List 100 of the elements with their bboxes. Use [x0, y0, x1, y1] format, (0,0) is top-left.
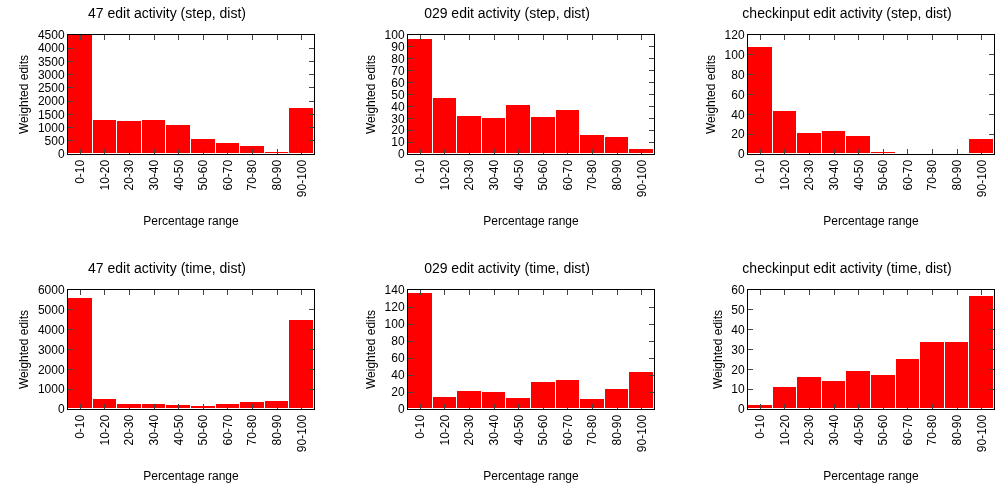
y-tick-label: 40: [731, 322, 745, 337]
x-tick-label: 0-10: [413, 159, 428, 184]
y-tick-label: 80: [731, 67, 745, 82]
x-tick-label: 70-80: [925, 414, 940, 446]
y-tick-label: 30: [731, 342, 745, 357]
y-tick-label: 40: [731, 107, 745, 122]
x-axis-title: Percentage range: [823, 214, 920, 229]
y-tick-label: 2000: [37, 362, 65, 377]
x-tick-label: 90-100: [974, 414, 989, 453]
x-tick-label: 80-90: [270, 159, 284, 191]
y-tick-label: 0: [57, 147, 65, 162]
y-tick-label: 0: [737, 147, 745, 162]
y-tick-label: 3000: [37, 342, 65, 357]
x-tick-label: 70-80: [585, 159, 600, 191]
y-axis-title: Weighted edits: [17, 54, 32, 135]
y-axis-title: Weighted edits: [363, 54, 378, 135]
chart-title: 029 edit activity (time, dist): [424, 259, 590, 276]
x-tick-label: 80-90: [270, 414, 284, 446]
x-axis-title: Percentage range: [143, 469, 240, 484]
x-tick-label: 0-10: [73, 414, 88, 439]
x-tick-label: 20-30: [462, 159, 477, 191]
x-tick-label: 40-50: [511, 159, 526, 191]
y-tick-label: 1500: [37, 107, 65, 122]
x-axis-title: Percentage range: [823, 469, 920, 484]
x-tick-label: 40-50: [851, 159, 866, 191]
y-tick-label: 4500: [37, 28, 65, 43]
y-tick-label: 30: [391, 111, 405, 126]
x-tick-label: 60-70: [220, 159, 235, 191]
y-tick-label: 0: [397, 147, 405, 162]
x-tick-label: 20-30: [122, 159, 137, 191]
x-tick-label: 10-20: [437, 414, 452, 446]
y-tick-label: 1000: [37, 382, 65, 397]
chart-title: 47 edit activity (time, dist): [88, 259, 246, 276]
chart-title: 47 edit activity (step, dist): [88, 4, 246, 21]
y-tick-label: 10: [731, 382, 745, 397]
y-axis-title: Weighted edits: [703, 54, 718, 135]
x-tick-label: 30-40: [827, 414, 841, 446]
y-tick-label: 40: [391, 99, 405, 114]
y-tick-label: 80: [391, 334, 405, 349]
y-tick-label: 20: [391, 385, 405, 400]
x-tick-label: 50-60: [196, 159, 211, 191]
x-tick-label: 80-90: [950, 159, 964, 191]
y-tick-label: 1000: [37, 120, 65, 135]
chart-title: 029 edit activity (step, dist): [424, 4, 590, 21]
y-tick-label: 140: [384, 283, 405, 298]
x-tick-label: 10-20: [777, 414, 792, 446]
y-tick-label: 3000: [37, 67, 65, 82]
y-tick-label: 2000: [37, 94, 65, 109]
x-tick-label: 0-10: [753, 159, 768, 184]
x-tick-label: 50-60: [536, 159, 551, 191]
y-tick-label: 50: [731, 303, 745, 318]
y-tick-label: 5000: [37, 303, 65, 318]
y-tick-label: 6000: [37, 283, 65, 298]
x-tick-label: 90-100: [634, 159, 649, 198]
x-tick-label: 0-10: [753, 414, 768, 439]
y-tick-label: 100: [384, 28, 405, 43]
x-tick-label: 60-70: [900, 159, 915, 191]
x-tick-label: 30-40: [487, 414, 501, 446]
y-tick-label: 20: [391, 123, 405, 138]
x-tick-label: 20-30: [802, 159, 817, 191]
y-tick-label: 60: [731, 87, 745, 102]
x-tick-label: 20-30: [802, 414, 817, 446]
x-axis-title: Percentage range: [483, 469, 580, 484]
y-axis-title: Weighted edits: [17, 309, 32, 390]
x-tick-label: 70-80: [245, 159, 260, 191]
y-tick-label: 120: [384, 300, 405, 315]
x-tick-label: 40-50: [511, 414, 526, 446]
x-tick-label: 30-40: [147, 414, 161, 446]
x-tick-label: 70-80: [925, 159, 940, 191]
y-tick-label: 10: [391, 135, 405, 150]
y-axis-title: Weighted edits: [710, 309, 725, 390]
y-tick-label: 100: [724, 48, 745, 63]
x-tick-label: 80-90: [610, 159, 624, 191]
y-tick-label: 120: [724, 28, 745, 43]
y-tick-label: 500: [44, 133, 65, 148]
x-tick-label: 10-20: [777, 159, 792, 191]
x-tick-label: 90-100: [974, 159, 989, 198]
x-tick-label: 60-70: [560, 159, 575, 191]
x-tick-label: 30-40: [147, 159, 161, 191]
x-tick-label: 10-20: [97, 414, 112, 446]
y-tick-label: 0: [737, 402, 745, 417]
x-tick-label: 70-80: [585, 414, 600, 446]
x-tick-label: 60-70: [900, 414, 915, 446]
y-tick-label: 40: [391, 368, 405, 383]
y-tick-label: 60: [731, 283, 745, 298]
y-tick-label: 80: [391, 52, 405, 66]
x-tick-label: 10-20: [97, 159, 112, 191]
x-tick-label: 80-90: [950, 414, 964, 446]
x-tick-label: 50-60: [536, 414, 551, 446]
x-tick-label: 60-70: [560, 414, 575, 446]
y-tick-label: 0: [397, 402, 405, 417]
x-tick-label: 0-10: [413, 414, 428, 439]
y-tick-label: 20: [731, 362, 745, 377]
bar: [968, 138, 994, 154]
x-tick-label: 70-80: [245, 414, 260, 446]
y-tick-label: 0: [57, 402, 65, 417]
x-tick-label: 30-40: [827, 159, 841, 191]
y-tick-label: 60: [391, 75, 405, 90]
x-tick-label: 30-40: [487, 159, 501, 191]
y-tick-label: 60: [391, 351, 405, 366]
